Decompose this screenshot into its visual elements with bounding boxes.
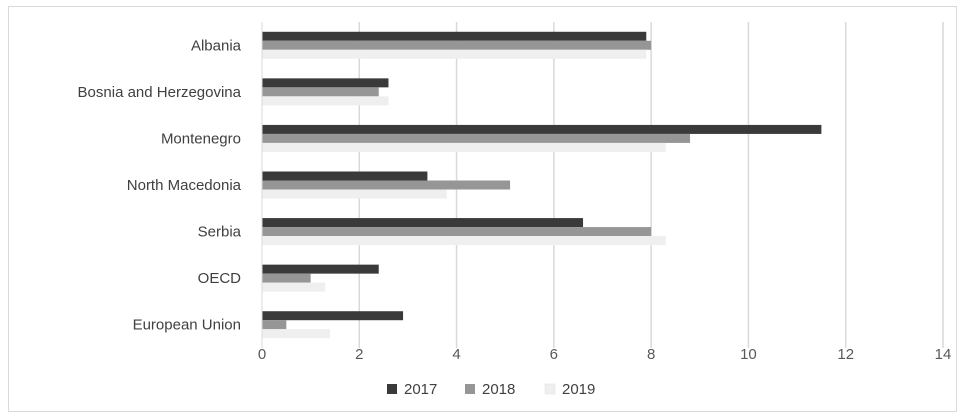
bar-2019-0: [262, 49, 647, 59]
category-label: Serbia: [198, 224, 242, 241]
legend-label: 2017: [404, 381, 437, 398]
bar-2017-4: [262, 218, 584, 228]
bar-2018-4: [262, 227, 652, 237]
bar-2018-5: [262, 273, 311, 283]
category-label: OECD: [198, 270, 242, 287]
bar-2018-1: [262, 87, 379, 97]
bar-2018-2: [262, 133, 691, 143]
chart-frame: [8, 6, 957, 412]
category-label: Albania: [191, 37, 242, 54]
bar-2019-5: [262, 282, 326, 292]
legend-swatch-2018: [465, 384, 475, 394]
bar-2019-3: [262, 189, 447, 199]
bar-2017-2: [262, 124, 822, 134]
x-tick-label: 12: [837, 346, 854, 363]
bar-2019-1: [262, 96, 389, 106]
category-label: European Union: [133, 317, 241, 334]
x-tick-label: 2: [355, 346, 363, 363]
x-tick-label: 0: [258, 346, 266, 363]
bar-2018-3: [262, 180, 511, 190]
category-label: Bosnia and Herzegovina: [78, 84, 242, 101]
bar-2019-2: [262, 142, 666, 152]
bar-2017-0: [262, 31, 647, 41]
legend-label: 2018: [482, 381, 515, 398]
legend-label: 2019: [562, 381, 595, 398]
category-label: Montenegro: [161, 130, 241, 147]
bar-2017-5: [262, 264, 379, 274]
bar-2017-1: [262, 78, 389, 88]
x-tick-label: 14: [935, 346, 952, 363]
x-tick-label: 6: [550, 346, 558, 363]
bar-2017-3: [262, 171, 428, 181]
bar-2017-6: [262, 311, 404, 321]
legend-swatch-2017: [387, 384, 397, 394]
category-label: North Macedonia: [127, 177, 242, 194]
x-tick-label: 8: [647, 346, 655, 363]
x-tick-label: 10: [740, 346, 757, 363]
bar-2018-6: [262, 320, 287, 330]
bar-2019-4: [262, 236, 666, 246]
x-tick-label: 4: [452, 346, 460, 363]
bar-2018-0: [262, 40, 652, 50]
bar-2019-6: [262, 329, 331, 339]
legend-swatch-2019: [544, 383, 556, 395]
